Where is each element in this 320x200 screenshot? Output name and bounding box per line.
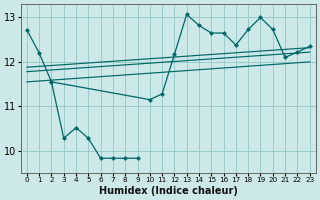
X-axis label: Humidex (Indice chaleur): Humidex (Indice chaleur) [99,186,238,196]
